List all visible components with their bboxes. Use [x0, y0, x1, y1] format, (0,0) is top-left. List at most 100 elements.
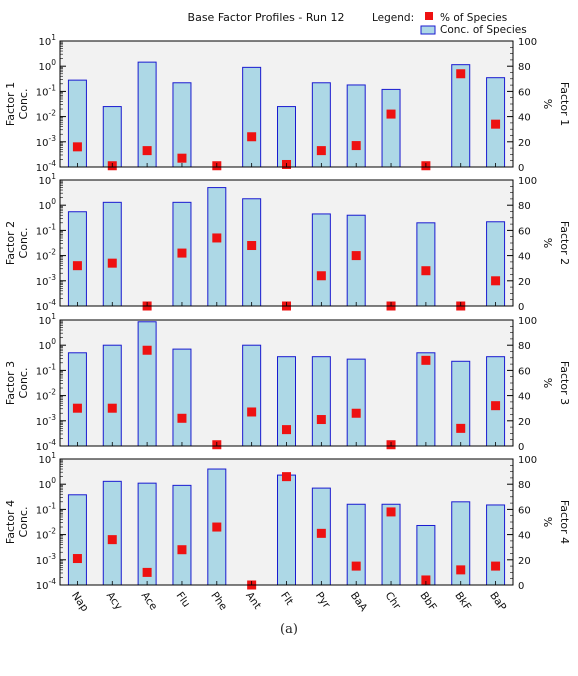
conc-bar-baa: [346, 503, 366, 586]
right-tick-label: 100: [518, 37, 537, 48]
legend-title: Legend:: [372, 12, 414, 24]
conc-bar-acy: [102, 344, 122, 447]
right-tick-label: 40: [518, 113, 531, 124]
left-tick-label: 10-3: [36, 134, 56, 149]
percent-marker-flu: [177, 545, 187, 555]
left-tick-label: 10-1: [36, 362, 56, 377]
left-tick-label: 10-3: [36, 413, 56, 428]
right-tick-label: 60: [518, 366, 531, 377]
right-axis-label-factor: Factor 2: [558, 221, 571, 265]
percent-marker-chr: [386, 507, 396, 517]
conc-bar-bkf: [451, 360, 471, 447]
percent-marker-pyr: [316, 146, 326, 156]
percent-marker-phe: [212, 233, 222, 243]
left-tick-label: 100: [38, 337, 56, 352]
panel-factor-3: 10-410-310-210-1100101020406080100Factor…: [4, 312, 571, 453]
right-tick-label: 80: [518, 480, 531, 491]
conc-bar-flu: [172, 348, 192, 447]
category-label-bkf: BkF: [452, 590, 473, 613]
conc-bar-flt: [277, 474, 296, 586]
category-label-phe: Phe: [208, 590, 229, 613]
category-label-chr: Chr: [383, 590, 404, 612]
left-tick-label: 10-1: [36, 501, 56, 516]
percent-marker-flu: [177, 248, 187, 258]
percent-marker-flu: [177, 153, 187, 163]
right-axis-label-percent: %: [541, 238, 554, 248]
right-tick-label: 60: [518, 226, 531, 237]
left-tick-label: 101: [38, 172, 56, 187]
left-axis-label-factor: Factor 4: [4, 500, 17, 544]
percent-marker-bap: [491, 276, 501, 286]
plot-area: [60, 180, 513, 306]
panel-factor-4: 10-4 10-3 10-2 10-1 100 101 0 20 40 60 80 100 Factor…: [4, 451, 571, 592]
right-tick-label: 20: [518, 417, 531, 428]
percent-marker-flu: [177, 413, 187, 423]
conc-bar-bap: [486, 221, 506, 307]
left-axis-label-conc: Conc.: [17, 368, 30, 399]
left-tick-label: 10-3: [36, 552, 56, 567]
percent-marker-flt: [282, 425, 291, 435]
conc-bar-flu: [172, 484, 192, 586]
right-tick-label: 40: [518, 531, 531, 542]
left-tick-label: 100: [38, 476, 56, 491]
percent-marker-bkf: [456, 423, 466, 433]
right-axis-label-factor: Factor 1: [558, 82, 571, 126]
percent-marker-baa: [351, 251, 361, 261]
percent-marker-pyr: [316, 415, 326, 425]
left-tick-label: 10-2: [36, 527, 56, 542]
left-axis-label-factor: Factor 2: [4, 221, 17, 265]
right-tick-label: 20: [518, 556, 531, 567]
conc-bar-flt: [277, 106, 296, 168]
right-axis-label-factor: Factor 3: [558, 361, 571, 405]
right-tick-label: 60: [518, 505, 531, 516]
percent-marker-ace: [142, 146, 152, 156]
percent-marker-phe: [212, 522, 222, 532]
percent-marker-acy: [107, 535, 117, 545]
conc-bar-bap: [486, 504, 506, 586]
category-label-pyr: Pyr: [313, 590, 333, 611]
percent-marker-acy: [107, 403, 117, 413]
percent-marker-ant: [247, 132, 257, 142]
left-tick-label: 100: [38, 197, 56, 212]
left-tick-label: 101: [38, 451, 56, 466]
percent-marker-bap: [491, 119, 501, 129]
right-tick-label: 100: [518, 316, 537, 327]
right-tick-label: 0: [518, 302, 524, 313]
conc-bar-acy: [102, 480, 122, 586]
percent-marker-ant: [247, 407, 257, 417]
left-axis-label-factor: Factor 1: [4, 82, 17, 126]
right-tick-label: 0: [518, 581, 524, 592]
conc-bar-acy: [102, 106, 122, 168]
right-axis-label-factor: Factor 4: [558, 500, 571, 544]
conc-bar-nap: [67, 79, 87, 168]
percent-marker-bkf: [456, 565, 466, 575]
percent-marker-ant: [247, 241, 257, 251]
conc-bar-pyr: [311, 356, 331, 447]
legend-marker-percent: [425, 12, 433, 20]
right-tick-label: 80: [518, 341, 531, 352]
percent-marker-ace: [142, 567, 152, 577]
conc-bar-acy: [102, 201, 122, 307]
right-tick-label: 20: [518, 138, 531, 149]
panel-factor-1: 10-410-310-210-1100101020406080100Factor…: [4, 33, 571, 174]
conc-bar-ant: [242, 198, 262, 307]
percent-marker-nap: [72, 261, 82, 271]
conc-bar-bkf: [451, 64, 471, 168]
chart-title: Base Factor Profiles - Run 12: [188, 11, 345, 24]
percent-marker-nap: [72, 554, 82, 564]
percent-marker-bkf: [456, 69, 466, 79]
left-tick-label: 10-2: [36, 388, 56, 403]
left-axis-label-factor: Factor 3: [4, 361, 17, 405]
right-tick-label: 80: [518, 62, 531, 73]
conc-bar-baa: [346, 358, 366, 447]
conc-bar-nap: [67, 494, 87, 586]
legend-label-percent: % of Species: [440, 12, 507, 24]
conc-bar-chr: [381, 88, 401, 168]
right-tick-label: 60: [518, 87, 531, 98]
legend-swatch-conc: [420, 25, 436, 35]
percent-marker-baa: [351, 408, 361, 418]
category-label-baa: BaA: [348, 590, 370, 615]
left-tick-label: 10-2: [36, 109, 56, 124]
right-tick-label: 0: [518, 163, 524, 174]
category-label-flu: Flu: [174, 590, 193, 610]
